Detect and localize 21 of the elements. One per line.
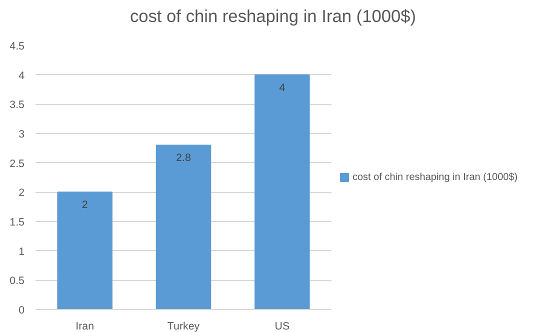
data-label: 2 bbox=[82, 199, 88, 212]
bar bbox=[57, 192, 112, 310]
bar bbox=[254, 74, 310, 310]
chart-title: cost of chin reshaping in Iran (1000$) bbox=[130, 5, 416, 28]
y-tick-label: 3.5 bbox=[10, 99, 25, 112]
x-tick-label: Turkey bbox=[167, 320, 200, 332]
y-tick-label: 2.5 bbox=[10, 158, 25, 170]
y-tick-label: 2 bbox=[18, 187, 25, 200]
y-tick-label: 4.5 bbox=[10, 40, 25, 52]
x-tick-label: Iran bbox=[76, 320, 94, 332]
y-tick-label: 0.5 bbox=[10, 275, 25, 288]
y-tick-label: 1.5 bbox=[10, 216, 25, 228]
data-label: 4 bbox=[279, 82, 286, 94]
y-tick-label: 3 bbox=[18, 128, 25, 140]
y-tick-label: 4 bbox=[18, 70, 25, 82]
legend-label: cost of chin reshaping in Iran (1000$) bbox=[352, 172, 518, 183]
data-label: 2.8 bbox=[176, 152, 191, 164]
x-tick-label: US bbox=[274, 320, 290, 332]
y-tick-label: 1 bbox=[18, 246, 25, 258]
bar bbox=[156, 144, 212, 310]
y-tick-label: 0 bbox=[18, 304, 25, 316]
